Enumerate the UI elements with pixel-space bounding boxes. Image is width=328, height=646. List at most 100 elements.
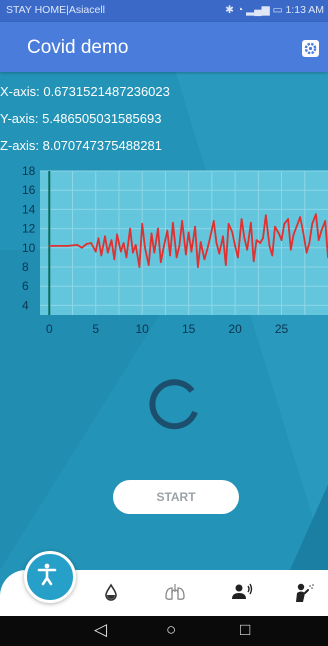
data-point	[187, 231, 190, 234]
data-point	[305, 251, 308, 254]
data-point	[237, 256, 239, 259]
data-point	[120, 250, 122, 253]
data-point	[181, 220, 183, 222]
y-tick-label: 14	[22, 202, 36, 216]
data-point	[259, 242, 261, 244]
data-point	[175, 256, 178, 259]
data-point	[157, 227, 159, 230]
bluetooth-icon: ✱	[225, 4, 234, 16]
data-point	[129, 227, 131, 230]
data-point	[203, 258, 206, 261]
system-navigation-bar: ◁ ○ □	[0, 616, 328, 646]
data-point	[218, 252, 221, 255]
data-point	[57, 245, 60, 247]
data-point	[277, 232, 280, 235]
data-point	[134, 244, 137, 246]
data-point	[169, 254, 171, 257]
data-point	[199, 241, 202, 243]
data-point	[250, 222, 252, 224]
data-point	[308, 242, 311, 244]
data-point	[162, 247, 165, 249]
data-point	[209, 237, 211, 239]
data-point	[302, 229, 304, 232]
x-tick-label: 20	[228, 322, 242, 336]
data-point	[324, 220, 327, 222]
data-point	[262, 237, 264, 239]
data-point	[178, 245, 181, 247]
lungs-icon[interactable]	[163, 582, 187, 602]
data-point	[252, 260, 255, 263]
data-point	[206, 248, 209, 251]
cough-person-icon[interactable]	[292, 582, 316, 604]
data-point	[132, 251, 134, 254]
data-point	[76, 244, 78, 246]
data-point	[144, 247, 146, 249]
data-point	[225, 264, 227, 266]
data-point	[116, 233, 118, 236]
data-point	[197, 266, 199, 268]
data-point	[234, 245, 236, 247]
start-button[interactable]: START	[113, 480, 239, 514]
data-point	[317, 239, 320, 241]
data-point	[296, 223, 299, 226]
gear-icon	[304, 42, 317, 55]
data-point	[166, 229, 169, 232]
water-drop-icon[interactable]	[103, 582, 119, 602]
y-tick-label: 16	[22, 183, 36, 197]
data-point	[255, 239, 258, 241]
wifi-icon: ◔	[236, 4, 244, 16]
x-tick-label: 0	[46, 322, 53, 336]
data-point	[246, 248, 248, 251]
z-axis-reading: Z-axis: 8.070747375488281	[0, 138, 162, 153]
y-tick-label: 18	[22, 165, 36, 178]
data-point	[141, 223, 143, 225]
data-point	[215, 242, 218, 244]
accessibility-icon	[37, 563, 57, 586]
home-icon[interactable]: ○	[166, 620, 177, 639]
data-point	[113, 258, 116, 261]
data-point	[280, 239, 283, 241]
data-point	[290, 248, 292, 251]
back-icon[interactable]: ◁	[94, 620, 108, 639]
data-point	[159, 261, 162, 263]
data-point	[153, 251, 156, 254]
x-tick-label: 5	[92, 322, 99, 336]
voice-person-icon[interactable]	[230, 582, 254, 602]
data-point	[85, 243, 88, 245]
carrier-label: STAY HOME|Asiacell	[6, 4, 106, 16]
data-point	[194, 225, 196, 228]
data-point	[315, 213, 317, 215]
y-tick-label: 12	[22, 222, 36, 236]
data-point	[222, 235, 224, 238]
data-point	[110, 239, 113, 241]
recents-icon[interactable]: □	[240, 620, 251, 639]
data-point	[150, 232, 153, 235]
settings-button[interactable]	[302, 40, 319, 57]
status-bar: STAY HOME|Asiacell ✱ ◔ ▂▄▆ ▭ 1:13 AM	[0, 0, 328, 22]
data-point	[125, 256, 128, 259]
accelerometer-chart: 4 6 8 10 12 14 16 18 0 5 10 15 20 25	[22, 165, 328, 336]
data-point	[311, 223, 314, 225]
data-point	[299, 216, 301, 218]
data-point	[94, 250, 97, 253]
page-title: Covid demo	[27, 37, 129, 58]
data-point	[147, 264, 150, 266]
data-point	[240, 218, 243, 220]
x-tick-label: 15	[182, 322, 196, 336]
data-point	[227, 223, 230, 225]
y-tick-label: 8	[22, 260, 29, 274]
data-point	[283, 223, 286, 225]
data-point	[104, 235, 106, 238]
data-point	[67, 245, 69, 247]
data-point	[264, 214, 267, 216]
accessibility-fab[interactable]	[24, 551, 76, 603]
data-point	[90, 242, 92, 244]
signal-icon: ▂▄▆	[246, 4, 270, 16]
data-point	[138, 266, 141, 268]
battery-icon: ▭	[272, 4, 283, 16]
y-axis-reading: Y-axis: 5.486505031585693	[0, 111, 162, 126]
data-point	[185, 253, 187, 256]
background-shape	[290, 480, 328, 570]
data-point	[274, 225, 276, 228]
status-icons: ✱ ◔ ▂▄▆ ▭ 1:13 AM	[225, 4, 324, 16]
